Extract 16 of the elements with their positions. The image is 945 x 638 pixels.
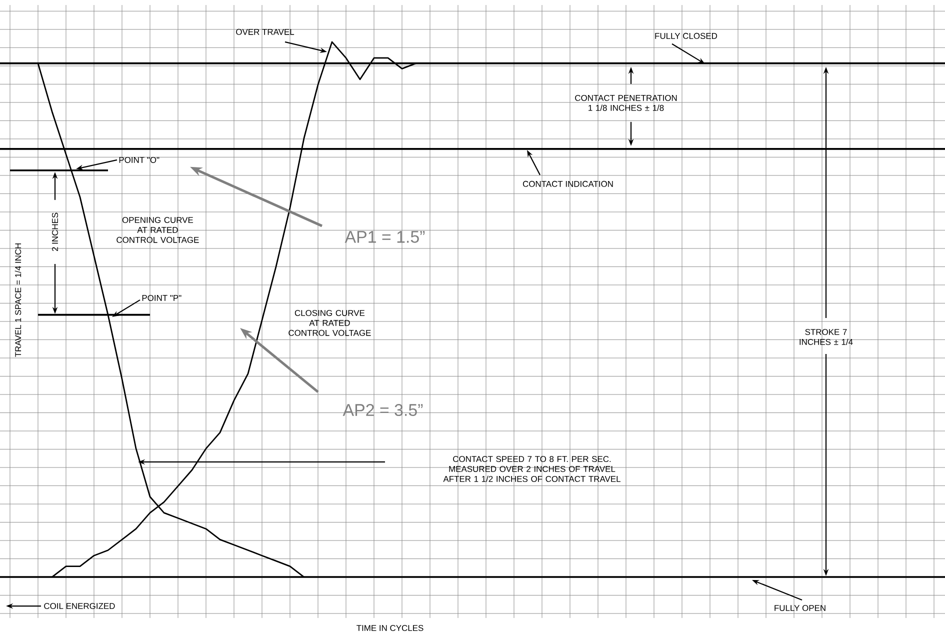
ref-line-label: FULLY CLOSED: [655, 32, 718, 39]
text: CLOSING CURVE AT RATED CONTROL VOLTAGE: [288, 310, 371, 336]
text: OPENING CURVE AT RATED CONTROL VOLTAGE: [116, 216, 199, 243]
ref-line-label: CONTACT INDICATION: [522, 180, 613, 187]
annotation: CONTACT SPEED 7 TO 8 FT. PER SEC. MEASURED OVER 2 INCHES OF TRAVEL AFTER 1 1/2 INCHES OF CONTACT TRAVEL: [443, 456, 620, 482]
text: TIME IN CYCLES: [356, 625, 424, 631]
annotation: AP1 = 1.5”: [344, 231, 425, 243]
ref-line-label: FULLY OPEN: [774, 605, 826, 611]
annotation: STROKE 7 INCHES ± 1/4: [800, 328, 853, 345]
text: COIL ENERGIZED: [44, 603, 115, 610]
annotation: CONTACT PENETRATION 1 1/8 INCHES ± 1/8: [575, 94, 677, 111]
annotation: POINT "P": [142, 294, 182, 301]
text: OVER TRAVEL: [236, 28, 294, 35]
annotation: POINT "O": [119, 156, 160, 163]
y-axis-title: TRAVEL 1 SPACE = 1/4 INCH: [14, 244, 22, 357]
annotation: 2 INCHES: [52, 212, 58, 252]
